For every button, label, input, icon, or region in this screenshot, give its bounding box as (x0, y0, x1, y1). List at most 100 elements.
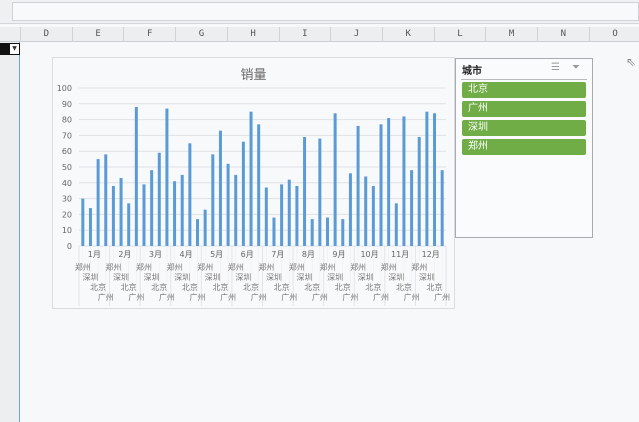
multi-select-icon[interactable]: ☰ (551, 62, 560, 73)
bar (295, 185, 299, 246)
city-label: 郑州 (411, 262, 427, 272)
sales-chart[interactable]: 销量 0 10 20 30 40 50 60 70 80 90 100 郑州 深圳 北京 广州 郑州 深圳 北京广… (52, 57, 455, 309)
column-header-E[interactable]: E (71, 27, 124, 42)
bar (96, 159, 100, 246)
city-label: 郑州 (289, 262, 305, 272)
y-tick-label: 30 (62, 195, 72, 204)
clear-filter-icon[interactable]: ⏷ (572, 62, 580, 73)
city-slicer[interactable]: 城市 ☰ ⏷ 北京 广州 深圳 郑州 (455, 58, 593, 238)
city-label: 北京 (90, 282, 106, 292)
city-label: 北京 (212, 282, 228, 292)
bar (387, 118, 391, 246)
bar (356, 125, 360, 246)
column-header-G[interactable]: G (175, 27, 227, 42)
column-header-F[interactable]: F (123, 27, 175, 42)
city-label: 广州 (404, 292, 420, 302)
bar (310, 219, 314, 246)
month-label: 10月 (360, 250, 378, 259)
city-label: 郑州 (258, 262, 274, 272)
column-header-H[interactable]: H (226, 27, 279, 42)
city-label: 深圳 (82, 272, 98, 282)
bar (196, 219, 200, 246)
bar (142, 184, 146, 246)
column-header-J[interactable]: J (330, 27, 382, 42)
column-header-D[interactable]: D (20, 27, 72, 42)
dropdown-arrow-icon[interactable]: ▼ (10, 44, 19, 54)
bar (173, 181, 177, 246)
column-header-L[interactable]: L (433, 27, 486, 42)
city-label: 广州 (342, 292, 358, 302)
formula-input[interactable] (12, 2, 639, 21)
bar (341, 219, 345, 246)
bar (111, 185, 115, 246)
month-label: 3月 (149, 250, 162, 259)
bar (234, 174, 238, 246)
city-label: 广州 (434, 292, 450, 302)
bar (410, 170, 414, 246)
city-label: 郑州 (105, 262, 121, 272)
bar (150, 170, 154, 246)
column-header-O[interactable]: O (588, 27, 639, 42)
month-label: 12月 (422, 250, 440, 259)
city-label: 北京 (427, 282, 443, 292)
y-tick-label: 0 (67, 242, 72, 251)
bar (440, 170, 444, 246)
city-label: 深圳 (419, 272, 435, 282)
formula-bar (0, 0, 639, 24)
bar (318, 138, 322, 246)
city-label: 北京 (335, 282, 351, 292)
city-label: 广州 (190, 292, 206, 302)
name-box[interactable]: ▼ (0, 43, 20, 55)
y-tick-label: 50 (62, 163, 72, 172)
bar (188, 143, 192, 246)
column-header-M[interactable]: M (485, 27, 537, 42)
month-label: 2月 (118, 250, 131, 259)
slicer-title: 城市 (462, 66, 482, 77)
y-tick-label: 80 (62, 116, 72, 125)
bar (119, 178, 123, 246)
slicer-item-beijing[interactable]: 北京 (462, 82, 586, 98)
y-tick-label: 100 (57, 84, 72, 93)
city-label: 广州 (373, 292, 389, 302)
slicer-item-zhengzhou[interactable]: 郑州 (462, 139, 586, 155)
city-label: 深圳 (297, 272, 313, 282)
city-label: 广州 (220, 292, 236, 302)
bar (280, 184, 284, 246)
bar (157, 152, 161, 246)
bar (134, 106, 138, 247)
column-header-N[interactable]: N (537, 27, 589, 42)
city-label: 深圳 (174, 272, 190, 282)
month-label: 9月 (332, 250, 345, 259)
month-label: 1月 (88, 250, 101, 259)
city-label: 北京 (121, 282, 137, 292)
bar (180, 174, 184, 246)
chart-title: 销量 (240, 68, 267, 83)
column-header-I[interactable]: I (278, 27, 331, 42)
city-label: 郑州 (228, 262, 244, 272)
column-header-K[interactable]: K (381, 27, 434, 42)
bar (433, 113, 437, 246)
bar (203, 209, 207, 246)
city-label: 广州 (98, 292, 114, 302)
slicer-item-guangzhou[interactable]: 广州 (462, 101, 586, 117)
month-label: 7月 (271, 250, 284, 259)
city-label: 深圳 (235, 272, 251, 282)
slicer-item-shenzhen[interactable]: 深圳 (462, 120, 586, 136)
bar (417, 136, 421, 246)
city-label: 郑州 (197, 262, 213, 272)
month-label: 5月 (210, 250, 223, 259)
bar (402, 116, 406, 246)
bar (425, 111, 429, 246)
bar (364, 176, 368, 246)
bar (241, 141, 245, 246)
bar (165, 108, 169, 246)
city-label: 北京 (274, 282, 290, 292)
city-label: 广州 (312, 292, 328, 302)
bar (325, 217, 329, 246)
y-tick-label: 60 (62, 147, 72, 156)
city-label: 深圳 (113, 272, 129, 282)
y-tick-label: 10 (62, 226, 72, 235)
y-tick-label: 20 (62, 210, 72, 219)
bar (303, 136, 307, 246)
